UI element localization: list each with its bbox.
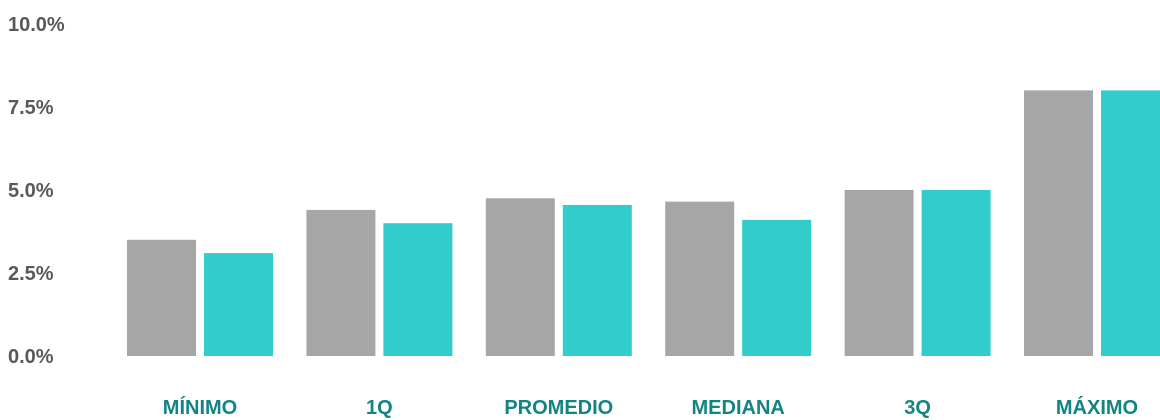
y-tick-label: 5.0% [8, 180, 54, 202]
y-tick-label: 7.5% [8, 97, 54, 119]
y-tick-label: 2.5% [8, 263, 54, 285]
bar-series-1-3q [844, 190, 914, 356]
bar-series-1-mínimo [127, 239, 196, 356]
bar-series-1-promedio [485, 198, 555, 356]
bar-series-1-1q [306, 209, 376, 356]
bar-series-2-promedio [562, 204, 632, 356]
bar-series-1-mediana [665, 201, 735, 356]
x-tick-label: MÁXIMO [1056, 396, 1138, 419]
bars [127, 90, 1160, 357]
x-tick-label: MÍNIMO [163, 396, 237, 419]
y-tick-label: 0.0% [8, 346, 54, 368]
bar-series-2-máximo [1101, 90, 1160, 357]
x-tick-label: 1Q [366, 397, 393, 419]
x-tick-label: 3Q [904, 397, 931, 419]
x-tick-label: PROMEDIO [504, 397, 613, 419]
bar-series-1-máximo [1024, 90, 1093, 357]
bar-series-2-mínimo [204, 253, 273, 356]
bar-series-2-mediana [742, 219, 812, 356]
x-tick-label: MEDIANA [692, 397, 785, 419]
bar-series-2-3q [921, 190, 991, 356]
bar-series-2-1q [383, 223, 453, 356]
x-axis: MÍNIMO 1Q PROMEDIO MEDIANA 3Q MÁXIMO [163, 396, 1138, 419]
y-tick-label: 10.0% [8, 14, 65, 36]
y-axis: 0.0% 2.5% 5.0% 7.5% 10.0% [8, 14, 65, 368]
